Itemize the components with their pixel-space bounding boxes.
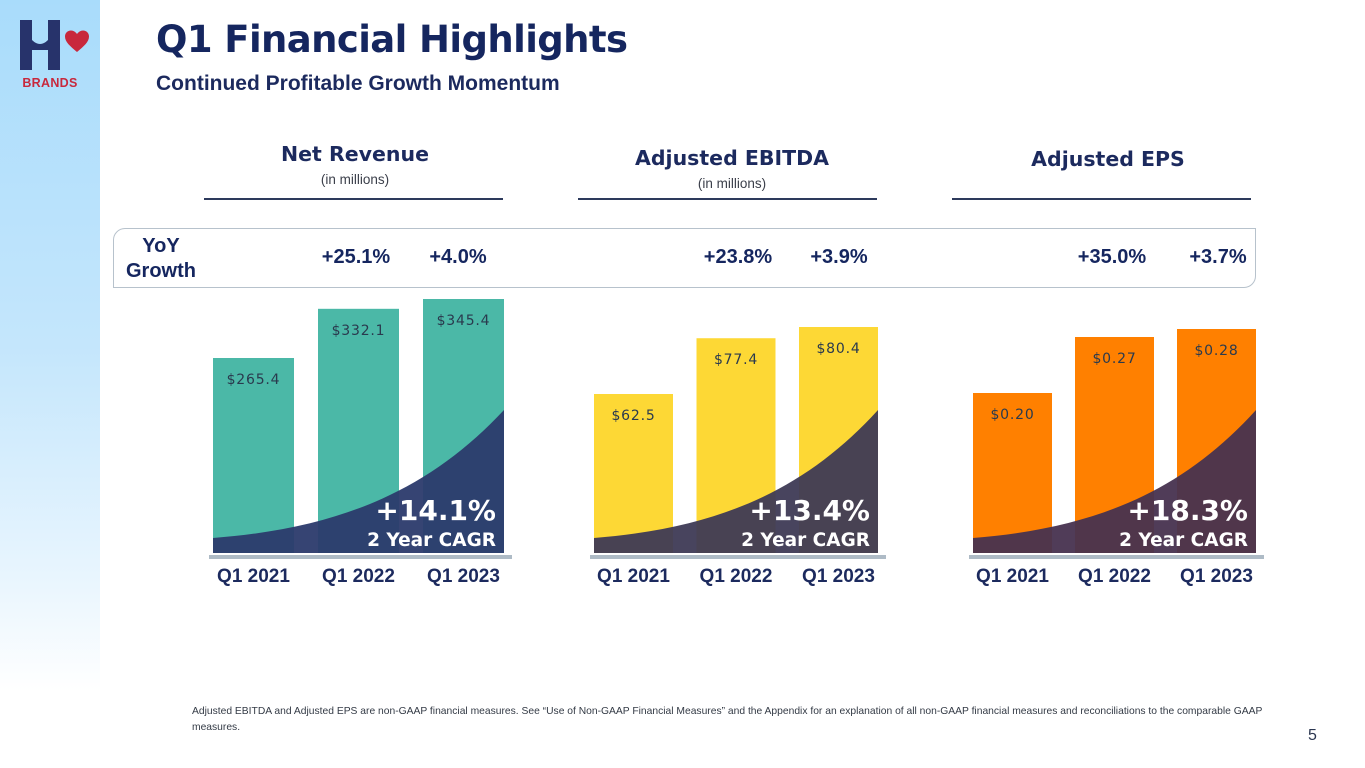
category-label: Q1 2021: [217, 566, 290, 587]
yoy-growth-eps-2022: +35.0%: [1077, 246, 1147, 268]
bar-chart-0: $265.4 Q1 2021 $332.1 Q1 2022 $345.4 Q1 2023 +…: [209, 299, 512, 587]
panel-title: Adjusted EPS: [1031, 147, 1185, 171]
bar-value-label: $0.20: [990, 407, 1034, 423]
yoy-label-line1: YoY: [142, 235, 180, 257]
panel-header-net-revenue: Net Revenue (in millions): [205, 142, 505, 187]
bar-value-label: $77.4: [714, 352, 758, 368]
yoy-label-line2: Growth: [126, 260, 196, 282]
category-label: Q1 2022: [322, 566, 395, 587]
cagr-value: +14.1%: [375, 494, 496, 527]
cagr-value: +18.3%: [1127, 494, 1248, 527]
yoy-growth-label: YoY Growth: [114, 234, 208, 284]
page-title: Q1 Financial Highlights: [156, 18, 628, 61]
bar-value-label: $62.5: [611, 408, 655, 424]
bar: [973, 393, 1052, 553]
category-label: Q1 2023: [1180, 566, 1253, 587]
bar: [594, 394, 673, 553]
yoy-growth-ebitda-2022: +23.8%: [703, 246, 773, 268]
h-heart-logo-icon: [20, 20, 89, 70]
panel-header-adjusted-eps: Adjusted EPS: [958, 147, 1258, 171]
panel-title: Adjusted EBITDA: [635, 146, 829, 170]
yoy-growth-eps-2023: +3.7%: [1189, 246, 1247, 268]
bar-value-label: $332.1: [332, 323, 386, 339]
panel-divider: [578, 198, 877, 200]
panel-unit: (in millions): [697, 176, 767, 191]
category-label: Q1 2023: [427, 566, 500, 587]
category-label: Q1 2023: [802, 566, 875, 587]
cagr-label: 2 Year CAGR: [1119, 530, 1248, 551]
bar-value-label: $0.27: [1092, 351, 1136, 367]
panel-divider: [204, 198, 503, 200]
cagr-curve-area: [594, 410, 878, 553]
brand-logo-text: BRANDS: [22, 76, 78, 90]
yoy-growth-revenue-2023: +4.0%: [429, 246, 487, 268]
category-label: Q1 2021: [597, 566, 670, 587]
panel-divider: [952, 198, 1251, 200]
bar-value-label: $0.28: [1194, 343, 1238, 359]
bar-chart-2: $0.20 Q1 2021 $0.27 Q1 2022 $0.28 Q1 2023 +18.…: [969, 329, 1264, 587]
x-axis-line: [969, 555, 1264, 559]
footnote: Adjusted EBITDA and Adjusted EPS are non…: [192, 706, 1263, 733]
yoy-growth-box: YoY Growth: [113, 228, 1256, 288]
sidebar-gradient: BRANDS: [0, 0, 100, 768]
panel-unit: (in millions): [320, 172, 390, 187]
bar-chart-1: $62.5 Q1 2021 $77.4 Q1 2022 $80.4 Q1 2023 +13.…: [590, 327, 886, 587]
yoy-growth-ebitda-2023: +3.9%: [810, 246, 868, 268]
bar: [213, 358, 294, 553]
page-number: 5: [1308, 727, 1317, 744]
bar-value-label: $265.4: [227, 372, 281, 388]
panel-title: Net Revenue: [280, 142, 430, 166]
cagr-label: 2 Year CAGR: [741, 530, 870, 551]
bar-value-label: $345.4: [437, 313, 491, 329]
cagr-value: +13.4%: [749, 494, 870, 527]
panel-header-adjusted-ebitda: Adjusted EBITDA (in millions): [582, 146, 882, 191]
cagr-label: 2 Year CAGR: [367, 530, 496, 551]
category-label: Q1 2022: [700, 566, 773, 587]
x-axis-line: [590, 555, 886, 559]
category-label: Q1 2022: [1078, 566, 1151, 587]
bar-value-label: $80.4: [816, 341, 860, 357]
cagr-curve-area: [213, 410, 504, 553]
cagr-curve-area: [973, 410, 1256, 553]
page-subtitle: Continued Profitable Growth Momentum: [156, 72, 560, 95]
category-label: Q1 2021: [976, 566, 1049, 587]
yoy-growth-revenue-2022: +25.1%: [321, 246, 391, 268]
brand-logo: BRANDS: [18, 18, 90, 92]
x-axis-line: [209, 555, 512, 559]
